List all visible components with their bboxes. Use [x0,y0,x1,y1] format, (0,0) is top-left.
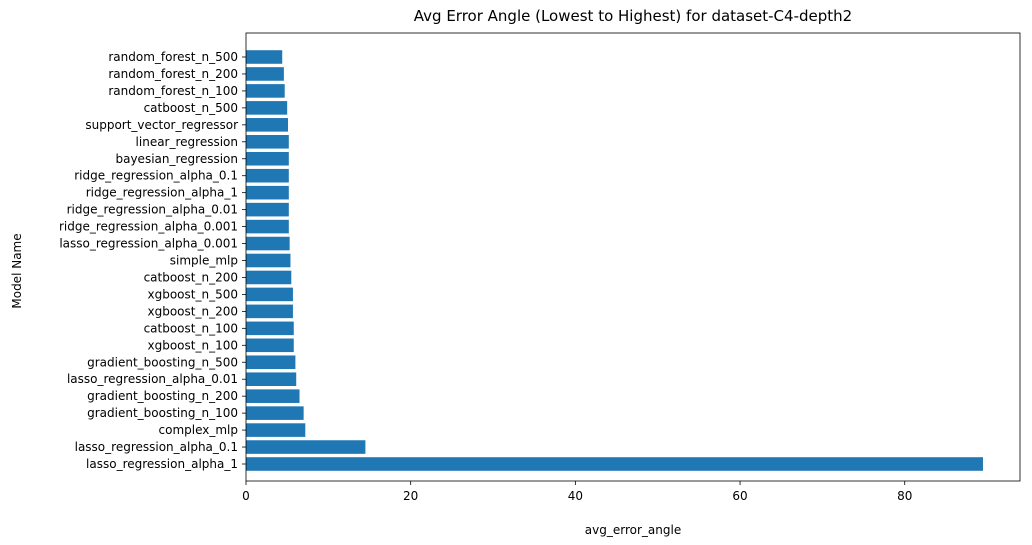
y-tick-label: catboost_n_500 [144,101,238,115]
y-tick-label: xgboost_n_200 [148,304,239,318]
x-tick-label: 0 [242,489,250,503]
y-tick-label: lasso_regression_alpha_0.01 [67,372,238,386]
y-tick-label: lasso_regression_alpha_0.1 [75,440,238,454]
bar-gradient_boosting_n_100 [246,406,304,420]
y-tick-label: support_vector_regressor [85,118,238,132]
y-tick-label: catboost_n_100 [144,321,238,335]
bar-ridge_regression_alpha_0.01 [246,202,289,217]
y-tick-label: random_forest_n_500 [108,50,238,64]
bar-xgboost_n_200 [246,304,293,319]
y-tick-label: gradient_boosting_n_200 [87,389,238,403]
bar-gradient_boosting_n_500 [246,355,296,370]
bar-support_vector_regressor [246,118,288,132]
bar-linear_regression [246,135,289,149]
y-tick-label: gradient_boosting_n_100 [87,406,238,420]
y-tick-label: ridge_regression_alpha_0.01 [67,203,238,217]
x-tick-label: 60 [732,489,747,503]
y-tick-label: ridge_regression_alpha_0.1 [74,169,238,183]
bar-ridge_regression_alpha_0.1 [246,168,289,183]
y-tick-label: complex_mlp [159,423,239,437]
y-tick-label: xgboost_n_500 [148,287,239,301]
plot-frame [245,32,1021,482]
x-tick-label: 80 [897,489,912,503]
y-tick-label: linear_regression [136,135,238,149]
bar-catboost_n_500 [246,101,288,115]
y-tick-label: ridge_regression_alpha_1 [86,186,238,200]
y-tick-label: catboost_n_200 [144,270,238,284]
bar-random_forest_n_200 [246,67,284,81]
bar-random_forest_n_500 [246,50,283,64]
chart-title: Avg Error Angle (Lowest to Highest) for … [414,7,852,25]
y-tick-label: xgboost_n_100 [148,338,239,352]
y-axis-label: Model Name [10,233,24,308]
x-tick-label: 20 [403,489,418,503]
bar-xgboost_n_500 [246,287,293,302]
bar-complex_mlp [246,423,306,437]
y-tick-label: bayesian_regression [115,152,238,166]
x-axis-label: avg_error_angle [585,523,681,537]
bar-catboost_n_200 [246,270,292,285]
bar-catboost_n_100 [246,321,294,336]
bar-lasso_regression_alpha_1 [246,457,983,471]
y-tick-label: random_forest_n_100 [108,84,238,98]
y-tick-label: ridge_regression_alpha_0.001 [59,220,238,234]
x-tick-label: 40 [568,489,583,503]
bar-ridge_regression_alpha_0.001 [246,219,289,234]
y-tick-label: random_forest_n_200 [108,67,238,81]
plot-area: random_forest_n_500 random_forest_n_200ra… [59,32,1021,503]
bar-bayesian_regression [246,151,289,166]
y-tick-label: gradient_boosting_n_500 [87,355,238,369]
bar-gradient_boosting_n_200 [246,389,300,403]
bar-simple_mlp [246,253,291,268]
bar-lasso_regression_alpha_0.01 [246,372,297,386]
y-tick-label: lasso_regression_alpha_0.001 [59,237,238,251]
bar-lasso_regression_alpha_0.001 [246,236,290,251]
y-tick-label: simple_mlp [170,254,238,268]
y-tick-label: lasso_regression_alpha_1 [86,457,238,471]
bar-lasso_regression_alpha_0.1 [246,440,366,454]
bar-xgboost_n_100 [246,338,294,353]
bar-ridge_regression_alpha_1 [246,185,289,200]
bar-random_forest_n_100 [246,84,285,98]
